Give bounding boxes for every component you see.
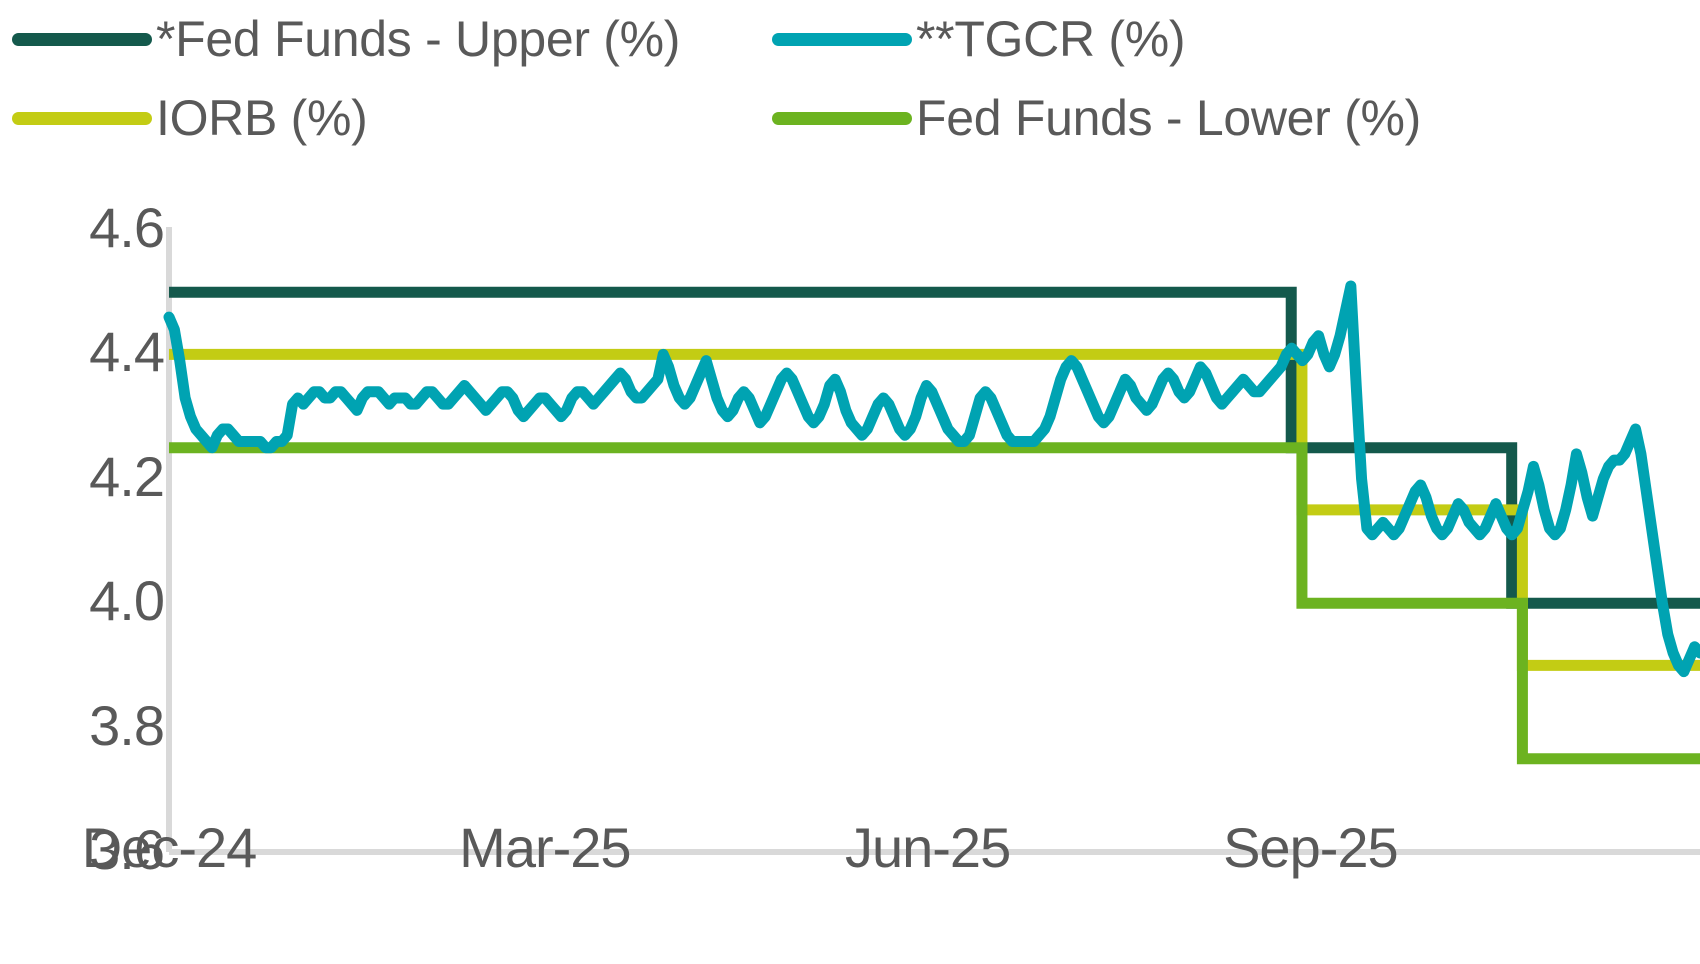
series-line-3 xyxy=(169,442,1700,765)
y-tick-label: 4.2 xyxy=(89,444,165,508)
y-tick-label: 4.4 xyxy=(89,320,165,384)
chart-canvas xyxy=(163,227,1700,855)
legend-label-fed-funds-upper: *Fed Funds - Upper (%) xyxy=(156,11,681,67)
y-tick-label: 4.6 xyxy=(89,196,165,259)
series-line-0 xyxy=(169,286,1700,609)
x-tick-label: Sep-25 xyxy=(1223,816,1399,879)
y-tick-label: 4.0 xyxy=(89,569,165,633)
legend-item-tgcr[interactable]: **TGCR (%) xyxy=(772,11,1186,67)
x-tick-label: Jun-25 xyxy=(844,816,1011,879)
series-line-1 xyxy=(163,280,1700,678)
plot-area: 3.6 3.8 4.0 4.2 4.4 4.6 Dec-24 Mar-25 Jun-25 Sep… xyxy=(0,165,1700,964)
legend-label-iorb: IORB (%) xyxy=(156,90,368,146)
legend-label-fed-funds-lower: Fed Funds - Lower (%) xyxy=(916,90,1421,146)
legend-item-fed-funds-lower[interactable]: Fed Funds - Lower (%) xyxy=(772,93,1421,143)
legend-item-iorb[interactable]: IORB (%) xyxy=(12,93,368,143)
legend-swatch-iorb xyxy=(12,111,152,125)
legend-label-tgcr: **TGCR (%) xyxy=(916,11,1186,67)
legend-item-fed-funds-upper[interactable]: *Fed Funds - Upper (%) xyxy=(12,14,680,64)
legend-swatch-tgcr xyxy=(772,32,912,46)
x-tick-label: Mar-25 xyxy=(459,816,631,879)
y-tick-label: 3.8 xyxy=(89,693,165,757)
x-tick-label: Dec-24 xyxy=(81,816,258,879)
legend-swatch-fed-funds-upper xyxy=(12,32,152,46)
legend-swatch-fed-funds-lower xyxy=(772,111,912,125)
chart-legend: *Fed Funds - Upper (%) **TGCR (%) IORB (… xyxy=(0,0,1700,165)
y-tick-label: 3.6 xyxy=(89,818,165,881)
